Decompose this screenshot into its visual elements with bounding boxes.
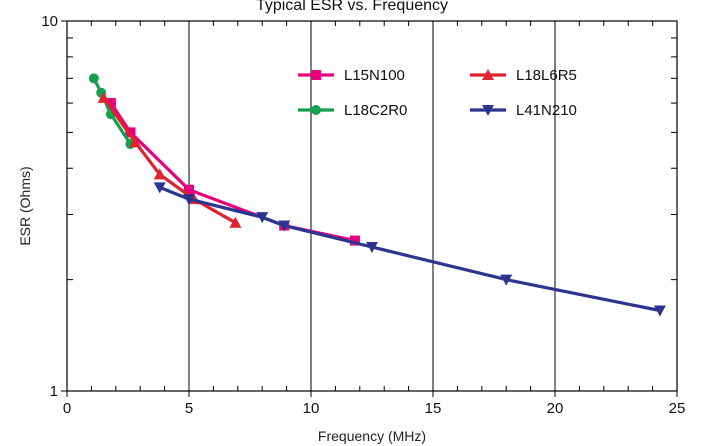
data-point-l18c2r0: [88, 73, 99, 84]
legend-item-l18l6r5: L18L6R5: [470, 67, 577, 84]
data-point-l15n100: [184, 184, 194, 195]
series-lines: [88, 73, 666, 317]
legend-label-l18c2r0: L18C2R0: [344, 102, 407, 119]
data-point-l18l6r5: [97, 91, 110, 103]
y-axis-title: ESR (Ohms): [17, 166, 33, 245]
legend-marker-l18c2r0: [311, 105, 321, 115]
data-point-l15n100: [125, 127, 136, 138]
series-l41n210: [153, 182, 666, 317]
legend: L15N100 L18C2R0 L18L6R5 L41N210: [298, 67, 577, 119]
data-point-l41n210: [278, 220, 291, 232]
legend-marker-l41n210: [482, 105, 494, 116]
data-point-l18l6r5: [229, 216, 242, 228]
legend-label-l18l6r5: L18L6R5: [516, 67, 577, 84]
data-point-l41n210: [183, 194, 195, 206]
y-tick-label: 10: [41, 13, 58, 30]
legend-item-l41n210: L41N210: [470, 102, 577, 119]
data-point-l41n210: [653, 305, 666, 317]
data-point-l41n210: [366, 242, 378, 254]
x-tick-label: 0: [63, 400, 71, 417]
x-axis-title: Frequency (MHz): [318, 428, 426, 444]
y-tick-label: 1: [50, 383, 58, 400]
data-point-l15n100: [105, 98, 116, 109]
data-point-l41n210: [500, 274, 513, 286]
legend-marker-l18l6r5: [482, 69, 494, 80]
chart-title: Typical ESR vs. Frequency: [256, 0, 448, 14]
legend-marker-l15n100: [311, 70, 321, 80]
legend-label-l41n210: L41N210: [516, 102, 577, 119]
plot-frame: [66, 20, 678, 392]
data-point-l41n210: [256, 212, 269, 224]
x-tick-label: 25: [669, 400, 686, 417]
data-point-l41n210: [153, 182, 166, 194]
legend-item-l15n100: L15N100: [298, 67, 405, 84]
x-tick-label: 20: [547, 400, 564, 417]
data-point-l18l6r5: [129, 136, 142, 148]
x-tick-label: 5: [185, 400, 193, 417]
series-l18l6r5: [97, 91, 242, 228]
plot-area: [67, 21, 677, 391]
legend-label-l15n100: L15N100: [344, 67, 405, 84]
data-point-l15n100: [349, 235, 360, 246]
legend-item-l18c2r0: L18C2R0: [298, 102, 407, 119]
x-tick-label: 15: [425, 400, 442, 417]
axes: 0 5 10 15 20 25 1 10: [41, 13, 685, 417]
data-point-l18l6r5: [153, 168, 166, 180]
grid-lines: [67, 21, 677, 391]
x-tick-label: 10: [303, 400, 320, 417]
